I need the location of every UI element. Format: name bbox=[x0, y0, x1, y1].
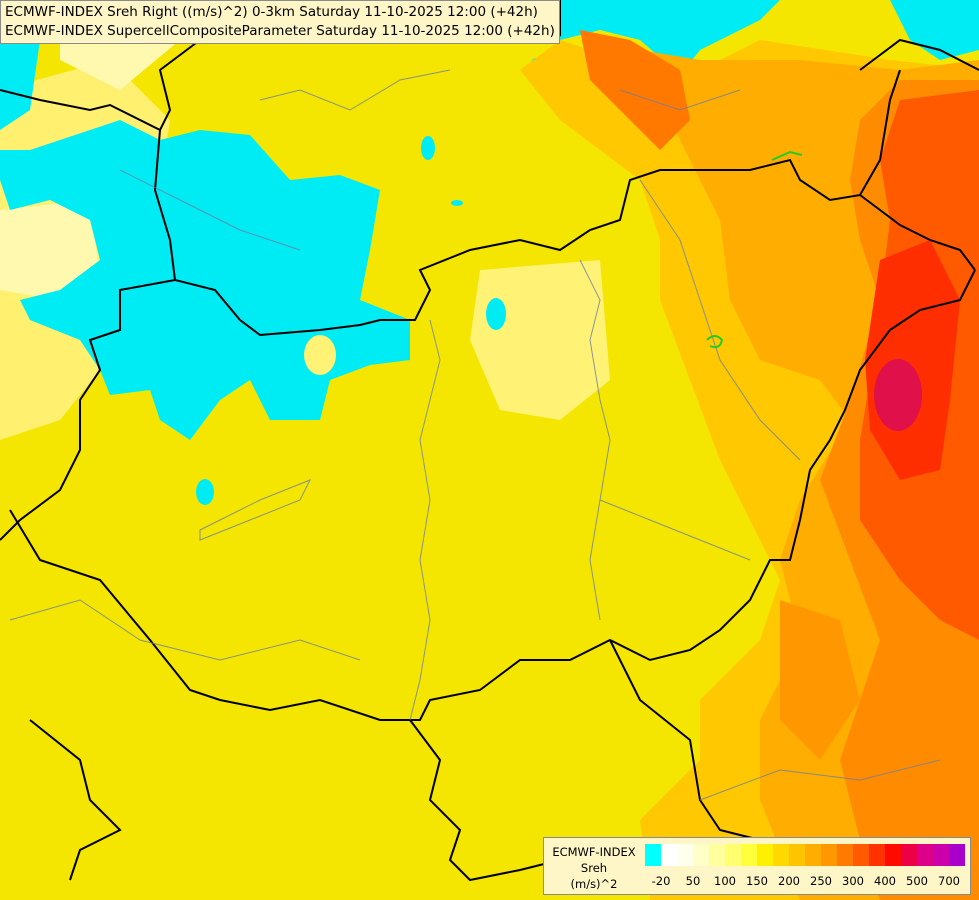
legend-swatch bbox=[757, 844, 773, 866]
legend-tick-label: 50 bbox=[685, 874, 701, 888]
cyan-spot-2 bbox=[196, 479, 214, 505]
map-title-box: ECMWF-INDEX Sreh Right ((m/s)^2) 0-3km S… bbox=[0, 0, 560, 44]
legend-tick-label: 150 bbox=[746, 874, 768, 888]
light-yellow-center bbox=[470, 260, 610, 420]
legend-swatch bbox=[645, 844, 661, 866]
cyan-spot-1 bbox=[486, 298, 506, 330]
cyan-area-north bbox=[545, 0, 780, 75]
legend-tick-label: 700 bbox=[938, 874, 960, 888]
cyan-area-northeast bbox=[890, 0, 979, 60]
map-title-line-1: ECMWF-INDEX Sreh Right ((m/s)^2) 0-3km S… bbox=[5, 4, 538, 20]
orange-blob-north bbox=[580, 30, 690, 150]
pale-blob-in-cyan bbox=[304, 335, 336, 375]
cyan-spot-3 bbox=[421, 136, 435, 160]
rivers bbox=[9, 69, 941, 801]
map-title-line-2: ECMWF-INDEX SupercellCompositeParameter … bbox=[5, 23, 555, 39]
color-legend: ECMWF-INDEX Sreh (m/s)^2 -20 50 100 150 200 2… bbox=[543, 837, 971, 895]
legend-swatch bbox=[917, 844, 933, 866]
legend-swatch bbox=[661, 844, 677, 866]
legend-swatch bbox=[741, 844, 757, 866]
legend-tick-label: -20 bbox=[651, 874, 671, 888]
legend-swatch bbox=[789, 844, 805, 866]
legend-swatch bbox=[853, 844, 869, 866]
legend-label-line-2: Sreh bbox=[580, 861, 608, 875]
legend-tick-label: 300 bbox=[842, 874, 864, 888]
legend-swatch bbox=[693, 844, 709, 866]
pale-yellow-area-1 bbox=[0, 200, 100, 300]
legend-swatch bbox=[725, 844, 741, 866]
legend-swatch bbox=[869, 844, 885, 866]
legend-tick-label: 200 bbox=[778, 874, 800, 888]
legend-tick-label: 100 bbox=[714, 874, 736, 888]
legend-label-line-1: ECMWF-INDEX bbox=[552, 845, 636, 859]
legend-tick-label: 250 bbox=[810, 874, 832, 888]
legend-label: ECMWF-INDEX Sreh (m/s)^2 bbox=[546, 844, 642, 892]
legend-swatches bbox=[645, 844, 965, 866]
legend-tick-label: 500 bbox=[906, 874, 928, 888]
legend-tick-label: 400 bbox=[874, 874, 896, 888]
legend-swatch bbox=[885, 844, 901, 866]
legend-swatch bbox=[933, 844, 949, 866]
legend-swatch bbox=[677, 844, 693, 866]
legend-swatch bbox=[837, 844, 853, 866]
legend-swatch bbox=[773, 844, 789, 866]
magenta-core bbox=[874, 359, 922, 431]
legend-swatch bbox=[821, 844, 837, 866]
scp-contours bbox=[706, 150, 803, 349]
legend-swatch bbox=[805, 844, 821, 866]
cyan-area-west bbox=[0, 40, 40, 130]
legend-swatch bbox=[901, 844, 917, 866]
legend-label-line-3: (m/s)^2 bbox=[570, 877, 618, 891]
orange-zone-south bbox=[780, 600, 860, 760]
cyan-spot-5 bbox=[451, 200, 463, 206]
legend-swatch bbox=[949, 844, 965, 866]
legend-ticks: -20 50 100 150 200 250 300 400 500 700 bbox=[645, 874, 967, 890]
legend-swatch bbox=[709, 844, 725, 866]
